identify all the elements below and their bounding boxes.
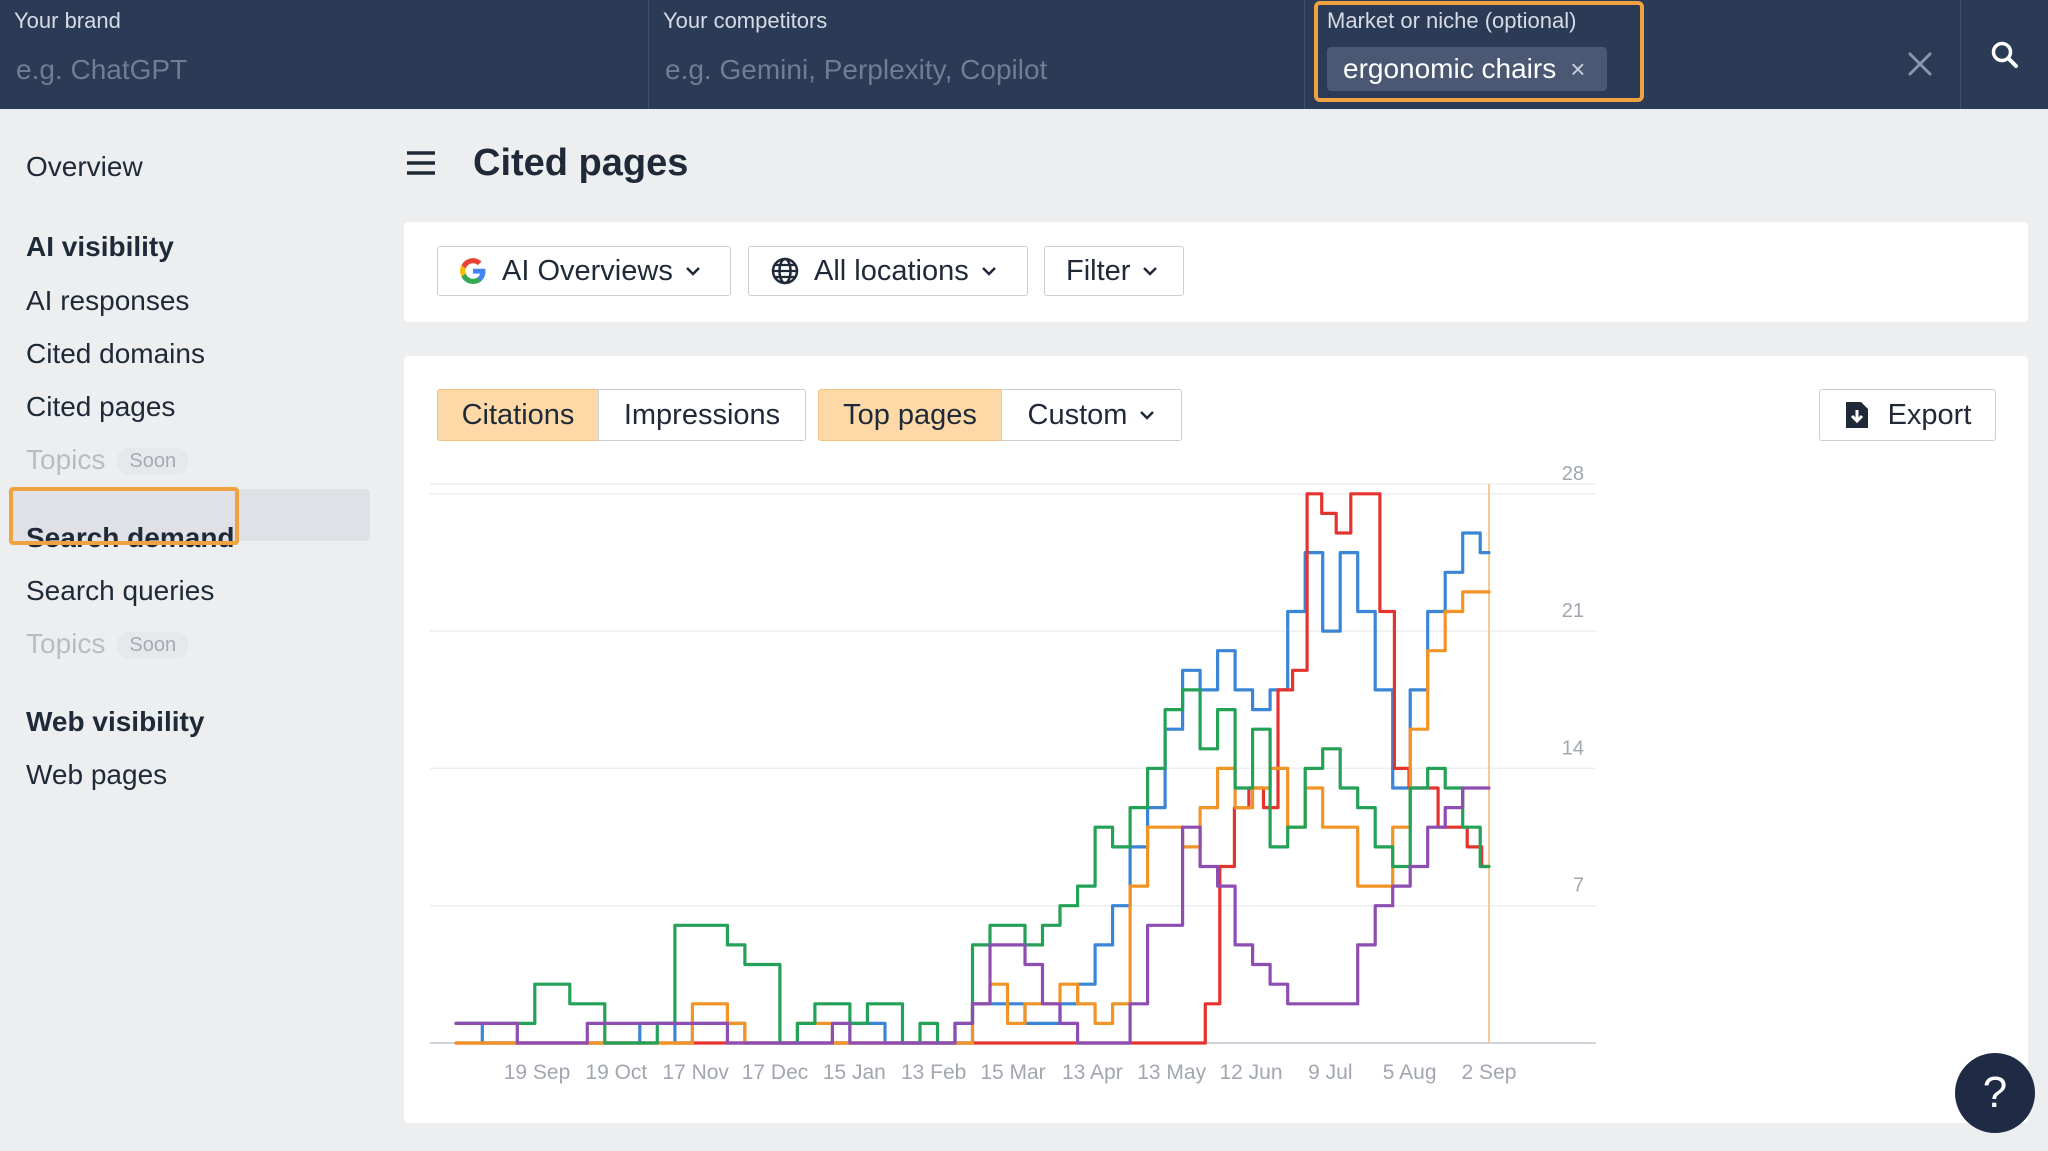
tab-top-pages[interactable]: Top pages bbox=[818, 389, 1002, 441]
brand-field-label: Your brand bbox=[14, 8, 121, 33]
series-line-3[interactable] bbox=[454, 590, 1491, 1045]
clear-icon[interactable] bbox=[1900, 44, 1940, 84]
export-button[interactable]: Export bbox=[1819, 389, 1996, 441]
y-tick-label: 21 bbox=[1562, 600, 1584, 622]
sidebar-item-search-queries[interactable]: Search queries bbox=[26, 575, 215, 606]
market-field-highlight bbox=[1314, 1, 1644, 102]
export-label: Export bbox=[1887, 398, 1972, 431]
topics-label: Topics bbox=[26, 444, 106, 475]
sidebar-item-cited-domains[interactable]: Cited domains bbox=[26, 338, 205, 369]
locations-dropdown[interactable]: All locations bbox=[748, 246, 1028, 296]
y-tick-label: 7 bbox=[1573, 875, 1584, 897]
x-tick-label: 9 Jul bbox=[1308, 1061, 1352, 1084]
chevron-down-icon bbox=[1140, 411, 1155, 420]
filter-card: AI Overviews All locations Filter bbox=[404, 222, 2028, 322]
series-line-5[interactable] bbox=[454, 786, 1491, 1045]
section-web-visibility: Web visibility bbox=[26, 706, 205, 737]
citations-chart: 19 Sep 19 Oct 17 Nov 17 Dec 15 Jan 13 Feb 15 M… bbox=[430, 463, 1596, 1084]
x-tick-label: 2 Sep bbox=[1462, 1061, 1517, 1084]
sidebar-item-overview[interactable]: Overview bbox=[26, 151, 143, 182]
section-ai-visibility: AI visibility bbox=[26, 231, 174, 262]
topics-label: Topics bbox=[26, 628, 106, 659]
x-tick-label: 13 Apr bbox=[1062, 1061, 1123, 1084]
x-tick-label: 12 Jun bbox=[1219, 1061, 1282, 1084]
market-chip-label: ergonomic chairs bbox=[1343, 53, 1557, 84]
x-tick-label: 15 Jan bbox=[823, 1061, 886, 1084]
market-field[interactable]: Market or niche (optional) bbox=[1305, 0, 1961, 109]
chevron-down-icon bbox=[685, 267, 700, 276]
search-bar: Your brand e.g. ChatGPT Your competitors… bbox=[0, 0, 2048, 109]
page-title: Cited pages bbox=[473, 142, 689, 184]
sidebar-item-topics-ai: Topics Soon bbox=[26, 444, 189, 476]
sidebar: Overview AI visibility AI responses Cite… bbox=[0, 109, 380, 1151]
ai-overviews-label: AI Overviews bbox=[502, 254, 673, 287]
download-icon bbox=[1845, 402, 1868, 428]
series-line-4[interactable] bbox=[454, 688, 1491, 1045]
y-tick-label: 14 bbox=[1562, 737, 1584, 759]
x-tick-label: 17 Nov bbox=[662, 1061, 729, 1084]
x-tick-label: 19 Sep bbox=[504, 1061, 571, 1084]
competitors-input[interactable]: e.g. Gemini, Perplexity, Copilot bbox=[665, 54, 1048, 85]
help-button[interactable]: ? bbox=[1955, 1053, 2035, 1133]
section-search-demand: Search demand bbox=[26, 522, 235, 553]
x-tick-label: 13 Feb bbox=[901, 1061, 966, 1084]
market-field-label: Market or niche (optional) bbox=[1327, 8, 1577, 33]
market-chip[interactable]: ergonomic chairs × bbox=[1327, 47, 1608, 91]
chevron-down-icon bbox=[981, 267, 996, 276]
competitors-field-label: Your competitors bbox=[663, 8, 828, 33]
sidebar-item-topics-search: Topics Soon bbox=[26, 628, 189, 660]
x-tick-label: 13 May bbox=[1137, 1061, 1206, 1084]
chevron-down-icon bbox=[1143, 267, 1158, 276]
x-tick-label: 17 Dec bbox=[742, 1061, 809, 1084]
search-icon bbox=[1991, 41, 2018, 68]
x-tick-label: 15 Mar bbox=[980, 1061, 1045, 1084]
menu-icon[interactable] bbox=[406, 150, 436, 176]
sidebar-item-ai-responses[interactable]: AI responses bbox=[26, 285, 190, 316]
google-icon bbox=[460, 258, 486, 284]
x-tick-label: 19 Oct bbox=[585, 1061, 647, 1084]
brand-field[interactable]: Your brand e.g. ChatGPT bbox=[0, 0, 649, 109]
soon-badge: Soon bbox=[117, 632, 189, 660]
globe-icon bbox=[771, 257, 799, 285]
x-tick-label: 5 Aug bbox=[1383, 1061, 1437, 1084]
custom-label: Custom bbox=[1027, 398, 1128, 431]
tab-citations[interactable]: Citations bbox=[437, 389, 599, 441]
brand-input[interactable]: e.g. ChatGPT bbox=[16, 54, 188, 85]
search-button[interactable] bbox=[1961, 0, 2048, 109]
locations-label: All locations bbox=[814, 254, 969, 287]
sidebar-item-cited-pages[interactable]: Cited pages bbox=[26, 391, 176, 422]
filter-dropdown[interactable]: Filter bbox=[1044, 246, 1184, 296]
tab-impressions[interactable]: Impressions bbox=[598, 389, 806, 441]
filter-label: Filter bbox=[1066, 254, 1131, 287]
chart-card: Citations Impressions Top pages Custom E… bbox=[404, 356, 2028, 1123]
ai-overviews-dropdown[interactable]: AI Overviews bbox=[437, 246, 731, 296]
sidebar-item-web-pages[interactable]: Web pages bbox=[26, 759, 168, 790]
custom-dropdown[interactable]: Custom bbox=[1001, 389, 1182, 441]
soon-badge: Soon bbox=[117, 448, 189, 476]
sidebar-active-bg bbox=[12, 489, 370, 541]
y-tick-label: 28 bbox=[1562, 463, 1584, 485]
sidebar-active-highlight bbox=[9, 487, 239, 545]
chip-remove-icon[interactable]: × bbox=[1570, 53, 1586, 84]
competitors-field[interactable]: Your competitors e.g. Gemini, Perplexity… bbox=[649, 0, 1305, 109]
